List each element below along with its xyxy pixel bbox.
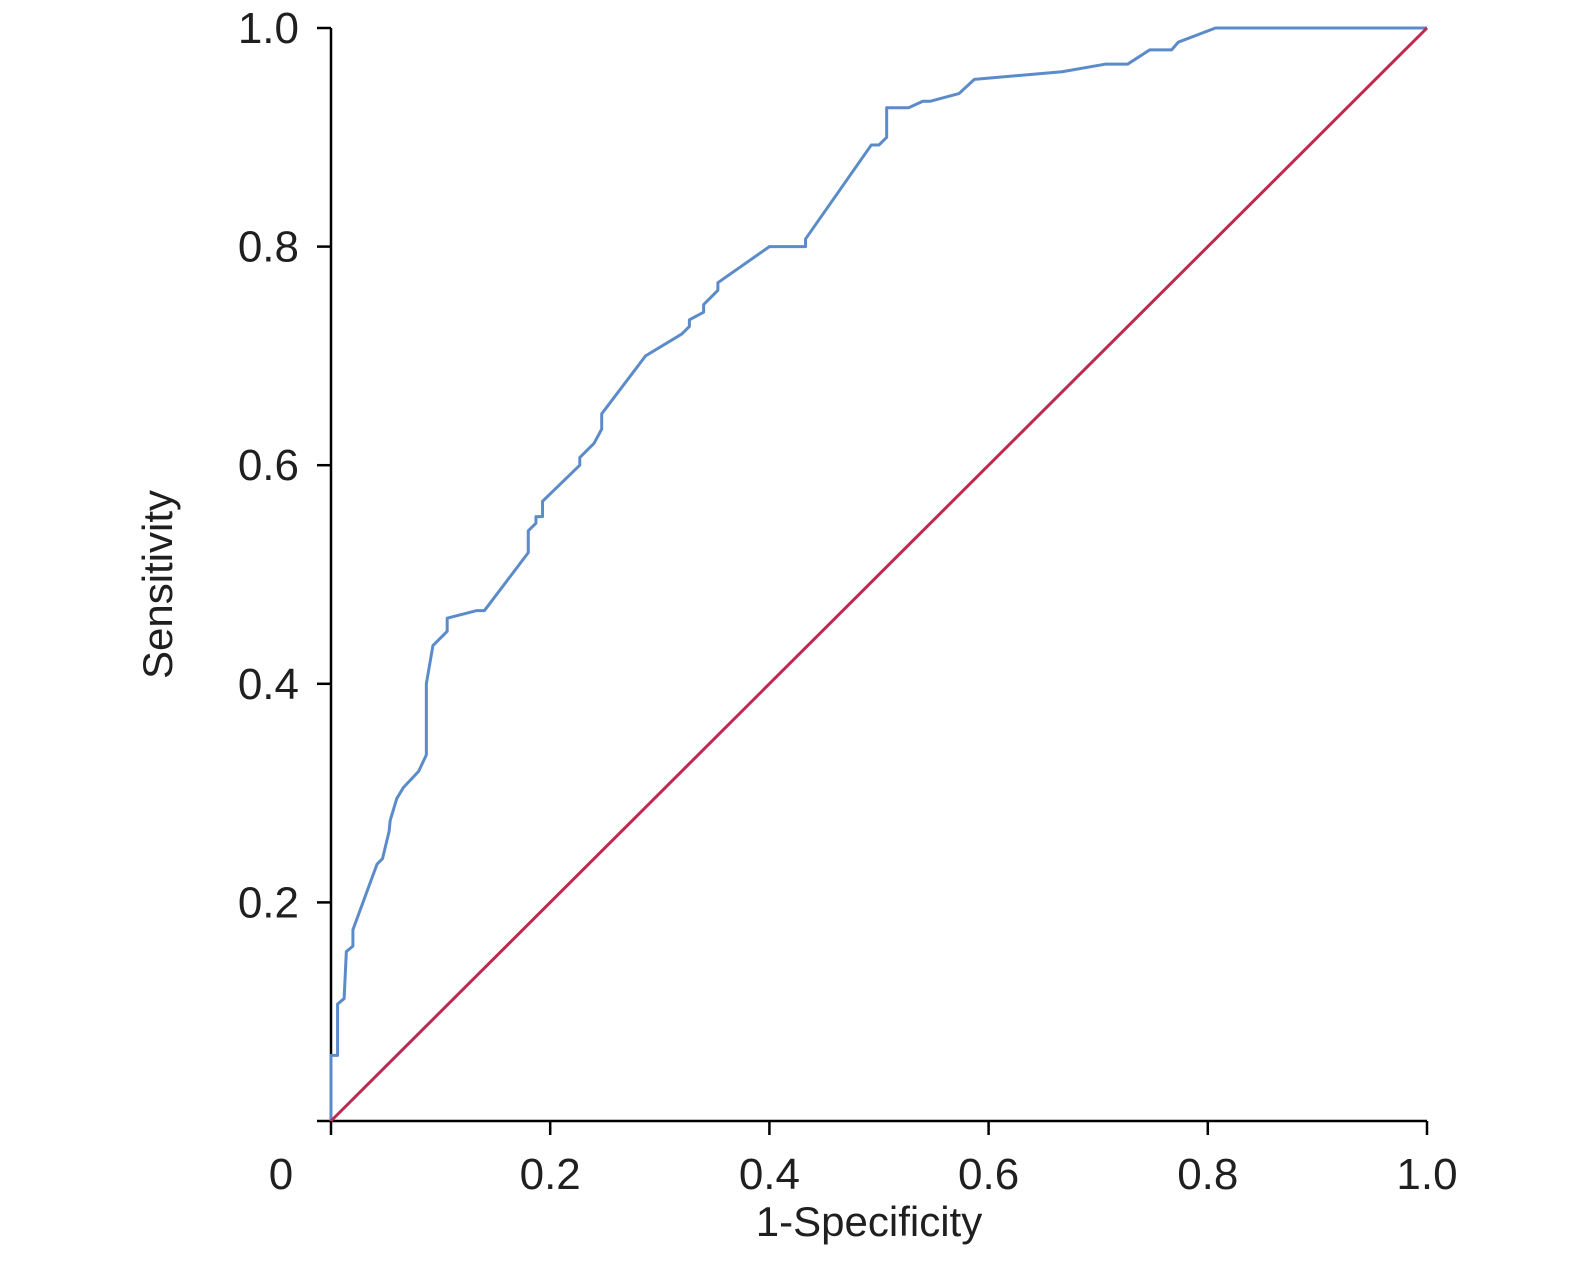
reference-diagonal-line [329, 26, 1429, 1123]
y-tick-label: 1.0 [238, 4, 299, 53]
x-tick-label: 0.2 [520, 1150, 581, 1199]
x-tick-label: 0 [269, 1150, 293, 1199]
x-tick-label: 0.4 [739, 1150, 800, 1199]
series [329, 26, 1429, 1123]
x-axis-title: 1-Specificity [756, 1198, 982, 1245]
roc-curve-line [329, 26, 1427, 1121]
x-tick-label: 0.6 [958, 1150, 1019, 1199]
y-tick-label: 0.4 [238, 660, 299, 709]
ticks: 0 0.2 0.4 0.6 0.8 1.0 0.2 0.4 0.6 0.8 1.0 [238, 4, 1458, 1199]
x-tick-label: 1.0 [1396, 1150, 1457, 1199]
x-tick-label: 0.8 [1177, 1150, 1238, 1199]
y-tick-label: 0.6 [238, 441, 299, 490]
y-tick-label: 0.2 [238, 878, 299, 927]
y-tick-label: 0.8 [238, 223, 299, 272]
y-axis-title: Sensitivity [134, 490, 181, 679]
axes [329, 28, 1427, 1123]
